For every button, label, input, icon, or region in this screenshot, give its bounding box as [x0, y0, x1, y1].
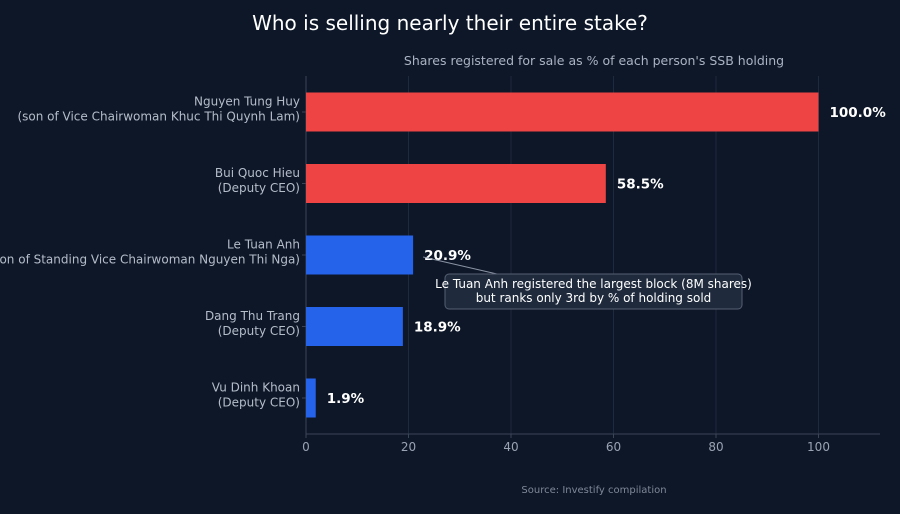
category-label-role: (son of Vice Chairwoman Khuc Thi Quynh L… [17, 110, 300, 124]
category-label-role: (son of Standing Vice Chairwoman Nguyen … [0, 253, 300, 267]
chart-title: Who is selling nearly their entire stake… [252, 11, 648, 35]
data-label: 58.5% [617, 177, 664, 193]
bars [306, 92, 819, 418]
x-tick-label: 40 [503, 440, 518, 454]
x-tick-label: 60 [606, 440, 621, 454]
bar [306, 164, 606, 203]
data-label: 18.9% [414, 320, 461, 336]
labels: 0 20 40 60 80 100 Nguyen Tung Huy(son of Vice … [0, 95, 886, 455]
bar [306, 378, 316, 418]
x-tick-label: 20 [401, 440, 416, 454]
category-label-name: Le Tuan Anh [227, 238, 300, 252]
data-label: 1.9% [327, 391, 365, 407]
category-label-role: (Deputy CEO) [218, 324, 300, 338]
annotation-box [444, 273, 743, 310]
category-label-name: Vu Dinh Khoan [212, 381, 300, 395]
x-tick-label: 100 [807, 440, 830, 454]
category-label-name: Bui Quoc Hieu [215, 166, 300, 180]
category-label-role: (Deputy CEO) [218, 181, 300, 195]
category-label-name: Dang Thu Trang [205, 309, 300, 323]
bar [306, 307, 403, 346]
category-label-role: (Deputy CEO) [218, 396, 300, 410]
annotation-text: but ranks only 3rd by % of holding sold [476, 291, 712, 305]
category-label-name: Nguyen Tung Huy [194, 95, 300, 109]
x-tick-label: 0 [302, 440, 310, 454]
bar [306, 92, 819, 132]
source-note: Source: Investify compilation [521, 485, 666, 496]
annotation-text: Le Tuan Anh registered the largest block… [435, 277, 752, 291]
x-tick-label: 80 [708, 440, 723, 454]
annotation: Le Tuan Anh registered the largest block… [423, 256, 752, 310]
chart-subtitle: Shares registered for sale as % of each … [404, 53, 784, 68]
data-label: 100.0% [830, 105, 887, 121]
data-label: 20.9% [424, 248, 471, 264]
bar [306, 235, 414, 275]
annotation-leader [423, 256, 498, 275]
